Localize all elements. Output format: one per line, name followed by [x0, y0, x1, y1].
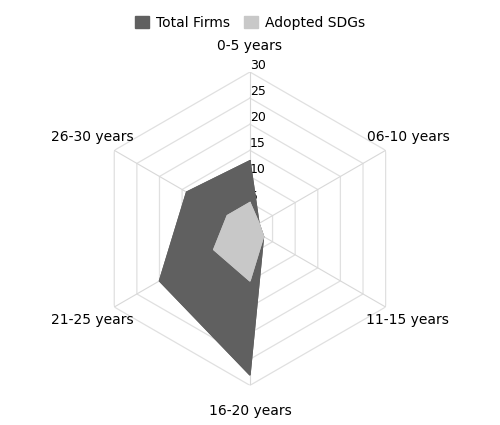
- Legend: Total Firms, Adopted SDGs: Total Firms, Adopted SDGs: [130, 10, 370, 35]
- Polygon shape: [160, 161, 264, 375]
- Polygon shape: [214, 203, 264, 281]
